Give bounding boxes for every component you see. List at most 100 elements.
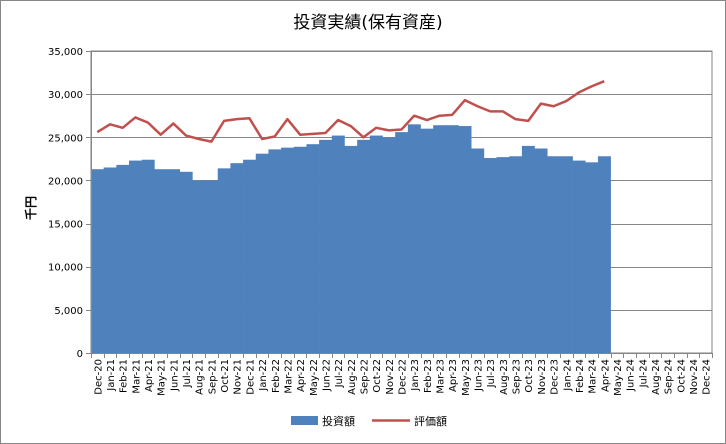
- x-tick-label: Nov-22: [385, 359, 396, 395]
- bar: [243, 159, 257, 353]
- bar: [445, 125, 459, 354]
- bar: [496, 157, 510, 353]
- bar: [458, 126, 472, 353]
- x-tick-label: Feb-23: [423, 359, 434, 393]
- x-tick-label: Apr-24: [600, 359, 611, 392]
- bar: [129, 160, 142, 353]
- x-tick-label: Oct-21: [220, 359, 231, 393]
- x-tick-label: Dec-24: [702, 359, 713, 395]
- chart-title: 投資実績(保有資産): [293, 13, 442, 33]
- x-tick-label: Feb-21: [119, 359, 130, 393]
- bar: [116, 164, 130, 353]
- bar: [179, 171, 193, 353]
- bar: [91, 169, 104, 353]
- legend-swatch-bar: [291, 416, 318, 425]
- x-tick-label: Aug-22: [347, 359, 358, 395]
- bar: [559, 156, 573, 353]
- bar: [281, 147, 295, 353]
- bar: [433, 125, 447, 354]
- bar: [344, 145, 358, 353]
- bar: [471, 148, 485, 353]
- bar: [407, 124, 421, 353]
- x-tick-label: Jun-23: [474, 359, 485, 392]
- bar: [395, 132, 409, 353]
- x-tick-label: Feb-24: [575, 359, 586, 393]
- bar: [167, 169, 181, 353]
- bar: [331, 135, 345, 353]
- x-tick-label: Jun-24: [626, 359, 637, 392]
- x-tick-label: Oct-24: [676, 359, 687, 393]
- x-tick-label: Oct-23: [524, 359, 535, 393]
- y-tick-label: 15,000: [48, 220, 83, 231]
- bar: [382, 137, 396, 353]
- x-tick-label: Jan-24: [562, 359, 573, 392]
- x-tick-label: Apr-21: [144, 359, 155, 392]
- x-tick-label: Dec-23: [550, 359, 561, 395]
- x-tick-label: Jan-21: [106, 359, 117, 392]
- bar: [585, 162, 599, 353]
- bar: [230, 163, 244, 353]
- bar: [483, 157, 497, 353]
- x-tick-label: May-23: [461, 359, 472, 396]
- x-tick-label: Sep-21: [207, 359, 218, 394]
- bar: [293, 146, 307, 353]
- bar: [357, 139, 371, 353]
- bar: [192, 180, 206, 353]
- x-tick-label: Mar-24: [588, 359, 599, 394]
- bar: [103, 167, 117, 353]
- x-tick-label: Jul-22: [334, 359, 345, 388]
- x-tick-label: Jan-23: [410, 359, 421, 392]
- x-tick-label: Aug-21: [195, 359, 206, 395]
- x-tick-label: May-24: [613, 359, 624, 396]
- bar: [420, 128, 434, 353]
- y-tick-label: 10,000: [48, 263, 83, 274]
- x-tick-label: Jul-23: [486, 359, 497, 388]
- y-tick-label: 20,000: [48, 176, 83, 187]
- x-tick-label: Sep-23: [512, 359, 523, 394]
- x-tick-label: Jul-24: [638, 359, 649, 388]
- x-tick-label: Sep-22: [359, 359, 370, 394]
- y-tick-label: 5,000: [54, 306, 83, 317]
- bar: [319, 139, 333, 353]
- x-tick-label: Apr-22: [296, 359, 307, 392]
- y-axis-label: 千円: [23, 196, 38, 220]
- x-tick-label: Dec-21: [245, 359, 256, 395]
- x-tick-label: Feb-22: [271, 359, 282, 393]
- bar: [306, 144, 320, 353]
- bar: [547, 156, 561, 353]
- bar: [255, 153, 269, 353]
- x-tick-label: Aug-23: [499, 359, 510, 395]
- x-tick-label: Dec-22: [398, 359, 409, 395]
- x-tick-label: Mar-23: [436, 359, 447, 394]
- x-tick-label: Jul-21: [182, 359, 193, 388]
- x-tick-label: Nov-21: [233, 359, 244, 395]
- x-tick-label: Nov-24: [689, 359, 700, 395]
- x-tick-label: Apr-23: [448, 359, 459, 392]
- x-tick-label: Jun-22: [321, 359, 332, 392]
- y-tick-label: 25,000: [48, 133, 83, 144]
- y-tick-label: 35,000: [48, 47, 83, 58]
- bar: [597, 156, 611, 353]
- bar: [369, 135, 383, 353]
- bar: [154, 169, 168, 353]
- x-tick-label: Mar-21: [131, 359, 142, 394]
- bar: [217, 168, 231, 353]
- y-tick-label: 0: [77, 349, 83, 360]
- bar: [521, 145, 535, 353]
- bar: [534, 148, 548, 353]
- x-tick-label: Nov-23: [537, 359, 548, 395]
- x-tick-label: Dec-20: [93, 359, 104, 395]
- x-tick-label: Mar-22: [283, 359, 294, 394]
- x-tick-label: May-22: [309, 359, 320, 396]
- bar: [205, 180, 219, 353]
- series-line: [96, 80, 605, 143]
- x-tick-label: Jan-22: [258, 359, 269, 392]
- x-tick-label: Aug-24: [651, 359, 662, 395]
- x-tick-label: May-21: [157, 359, 168, 396]
- bar: [572, 160, 586, 353]
- y-tick-label: 30,000: [48, 90, 83, 101]
- x-tick-label: Sep-24: [664, 359, 675, 394]
- bar: [509, 156, 523, 353]
- x-tick-label: Oct-22: [372, 359, 383, 393]
